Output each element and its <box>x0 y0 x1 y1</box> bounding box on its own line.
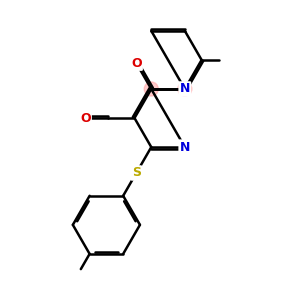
Circle shape <box>178 82 192 96</box>
Text: O: O <box>80 112 91 124</box>
Text: O: O <box>131 57 142 70</box>
Text: S: S <box>132 167 141 179</box>
Text: N: N <box>180 141 190 154</box>
Text: N: N <box>180 82 190 95</box>
Circle shape <box>144 82 158 96</box>
